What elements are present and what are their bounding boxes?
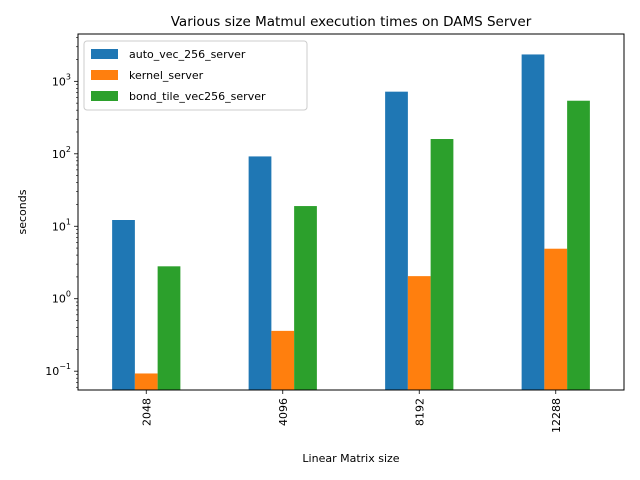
y-axis-ticks: 10−1 100 101 102 103 bbox=[45, 37, 78, 388]
legend-swatch bbox=[91, 49, 118, 59]
legend-swatch bbox=[91, 91, 118, 101]
bar-auto_vec_256_server-4096 bbox=[248, 156, 272, 390]
plot-area bbox=[112, 54, 590, 391]
bar-bond_tile_vec256_server-8192 bbox=[430, 139, 454, 390]
bar-auto_vec_256_server-12288 bbox=[521, 54, 545, 390]
x-axis-label: Linear Matrix size bbox=[302, 452, 399, 465]
legend-label: bond_tile_vec256_server bbox=[129, 90, 266, 103]
bar-bond_tile_vec256_server-12288 bbox=[567, 100, 590, 390]
x-axis-ticks: 2048 4096 8192 12288 bbox=[140, 390, 563, 433]
plot-frame bbox=[77, 33, 625, 391]
bar-kernel_server-4096 bbox=[271, 330, 295, 390]
y-tick-label: 101 bbox=[52, 217, 71, 233]
legend-box bbox=[83, 40, 308, 111]
chart-title: Various size Matmul execution times on D… bbox=[171, 14, 532, 30]
x-tick-label: 8192 bbox=[413, 398, 426, 426]
bar-kernel_server-2048 bbox=[134, 373, 158, 390]
y-tick-label: 10−1 bbox=[45, 362, 71, 378]
x-tick-label: 12288 bbox=[550, 398, 563, 433]
y-tick-label: 103 bbox=[52, 72, 71, 88]
legend-label: kernel_server bbox=[129, 69, 204, 82]
bar-auto_vec_256_server-2048 bbox=[112, 220, 135, 390]
x-tick-label: 4096 bbox=[277, 398, 290, 426]
bar-kernel_server-8192 bbox=[407, 276, 431, 390]
legend-swatch bbox=[91, 70, 118, 80]
legend: auto_vec_256_server kernel_server bond_til… bbox=[83, 40, 308, 111]
bar-bond_tile_vec256_server-4096 bbox=[294, 206, 317, 390]
bar-kernel_server-12288 bbox=[544, 248, 568, 390]
x-tick-label: 2048 bbox=[140, 398, 153, 426]
bar-bond_tile_vec256_server-2048 bbox=[157, 266, 181, 390]
legend-label: auto_vec_256_server bbox=[129, 48, 246, 61]
y-tick-label: 100 bbox=[52, 290, 71, 306]
y-tick-label: 102 bbox=[52, 145, 71, 161]
bar-auto_vec_256_server-8192 bbox=[385, 91, 408, 391]
y-axis-label: seconds bbox=[16, 189, 29, 234]
